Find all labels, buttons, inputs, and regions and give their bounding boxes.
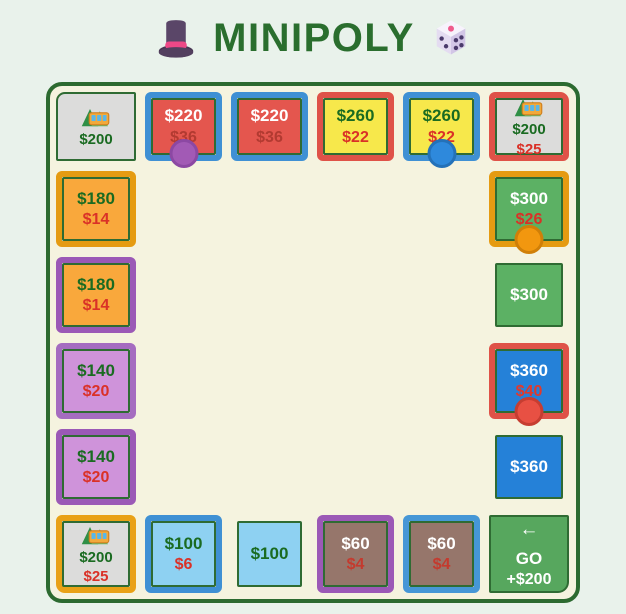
tile-orange-2-face: $180 $14 [62, 263, 130, 327]
railway-icon [81, 523, 111, 546]
tile-rent: $26 [515, 211, 543, 229]
tile-price: $200 [79, 548, 113, 566]
tile-price: $260 [422, 106, 461, 126]
tile-lightblue-1-face: $100 $6 [151, 521, 216, 587]
tile-go[interactable]: ← GO +$200 [489, 515, 569, 593]
tile-rent: $4 [432, 556, 451, 574]
tile-price: $140 [77, 446, 115, 466]
tile-purple-1-face: $140 $20 [62, 349, 130, 413]
tile-price: $60 [427, 533, 456, 553]
tile-brown-2-face: $60 $4 [409, 521, 474, 587]
tile-red-2[interactable]: $220 $36 [231, 92, 308, 161]
tile-blue-2-face: $360 [495, 435, 563, 499]
tile-rent: $20 [82, 469, 110, 487]
tile-price: $360 [510, 360, 548, 380]
app-title: MINIPOLY [213, 15, 415, 60]
tile-price: $180 [77, 274, 115, 294]
tile-rent: $20 [82, 383, 110, 401]
tile-rent: $4 [346, 556, 365, 574]
player-token-blue [427, 139, 456, 168]
tile-orange-2[interactable]: $180 $14 [56, 257, 136, 333]
tile-price: $200 [79, 130, 113, 148]
tile-yellow-1[interactable]: $260 $22 [317, 92, 394, 161]
tile-price: $100 [250, 544, 289, 564]
go-bonus-label: +$200 [506, 571, 552, 588]
player-token-orange [514, 225, 544, 254]
tile-blue-1[interactable]: $360 $40 [489, 343, 569, 426]
tile-brown-2[interactable]: $60 $4 [403, 515, 480, 593]
tile-yellow-1-face: $260 $22 [323, 98, 388, 155]
tile-green-1-face: $300 $26 [495, 177, 563, 254]
tile-price: $300 [510, 188, 548, 208]
tile-green-2[interactable]: $300 [489, 257, 569, 333]
player-token-purple [169, 139, 198, 168]
top-hat-icon [153, 15, 199, 61]
tile-red-2-face: $220 $36 [237, 98, 302, 155]
tile-green-1[interactable]: $300 $26 [489, 171, 569, 254]
player-token-red [514, 397, 544, 426]
tile-lightblue-2-face: $100 [237, 521, 302, 587]
game-board: $200 $220 $36 $220 $36 $260 $22 $260 $22 $200 $25 $… [46, 82, 580, 603]
tile-price: $100 [164, 533, 203, 553]
tile-red-1-face: $220 $36 [151, 98, 216, 168]
tile-railway-nw[interactable]: $200 [56, 92, 136, 161]
tile-rent: $14 [82, 211, 110, 229]
tile-rent: $6 [174, 556, 193, 574]
tile-yellow-2[interactable]: $260 $22 [403, 92, 480, 168]
tile-price: $140 [77, 360, 115, 380]
tile-blue-2[interactable]: $360 [489, 429, 569, 505]
dice-icon [429, 16, 473, 60]
tile-railway-ne-face: $200 $25 [495, 95, 563, 158]
tile-purple-2[interactable]: $140 $20 [56, 429, 136, 505]
tile-purple-2-face: $140 $20 [62, 435, 130, 499]
tile-lightblue-2[interactable]: $100 [231, 515, 308, 593]
tile-price: $220 [164, 106, 203, 126]
tile-price: $220 [250, 106, 289, 126]
tile-price: $260 [336, 106, 375, 126]
tile-price: $300 [510, 285, 548, 305]
tile-price: $360 [510, 457, 548, 477]
go-label: GO [515, 549, 543, 568]
tile-railway-nw-face: $200 [56, 92, 136, 161]
tile-lightblue-1[interactable]: $100 $6 [145, 515, 222, 593]
tile-railway-sw[interactable]: $200 $25 [56, 515, 136, 593]
tile-orange-1-face: $180 $14 [62, 177, 130, 241]
tile-go-face: ← GO +$200 [489, 515, 569, 593]
tile-railway-sw-face: $200 $25 [62, 521, 130, 587]
tile-rent: $40 [515, 383, 543, 401]
railway-icon [81, 105, 111, 128]
tile-brown-1[interactable]: $60 $4 [317, 515, 394, 593]
tile-rent: $22 [342, 128, 369, 146]
tile-rent: $36 [256, 128, 283, 146]
tile-price: $60 [341, 533, 370, 553]
tile-red-1[interactable]: $220 $36 [145, 92, 222, 168]
tile-railway-ne[interactable]: $200 $25 [489, 92, 569, 161]
tile-brown-1-face: $60 $4 [323, 521, 388, 587]
tile-green-2-face: $300 [495, 263, 563, 327]
railway-icon [514, 95, 544, 118]
tile-orange-1[interactable]: $180 $14 [56, 171, 136, 247]
tile-rent: $25 [83, 568, 109, 585]
app-header: MINIPOLY [0, 0, 626, 66]
tile-purple-1[interactable]: $140 $20 [56, 343, 136, 419]
tile-rent: $25 [516, 140, 542, 158]
tile-price: $200 [512, 121, 546, 139]
tile-yellow-2-face: $260 $22 [409, 98, 474, 168]
tile-price: $180 [77, 188, 115, 208]
tile-rent: $14 [82, 297, 110, 315]
tile-blue-1-face: $360 $40 [495, 349, 563, 426]
arrow-left-icon: ← [519, 519, 539, 540]
